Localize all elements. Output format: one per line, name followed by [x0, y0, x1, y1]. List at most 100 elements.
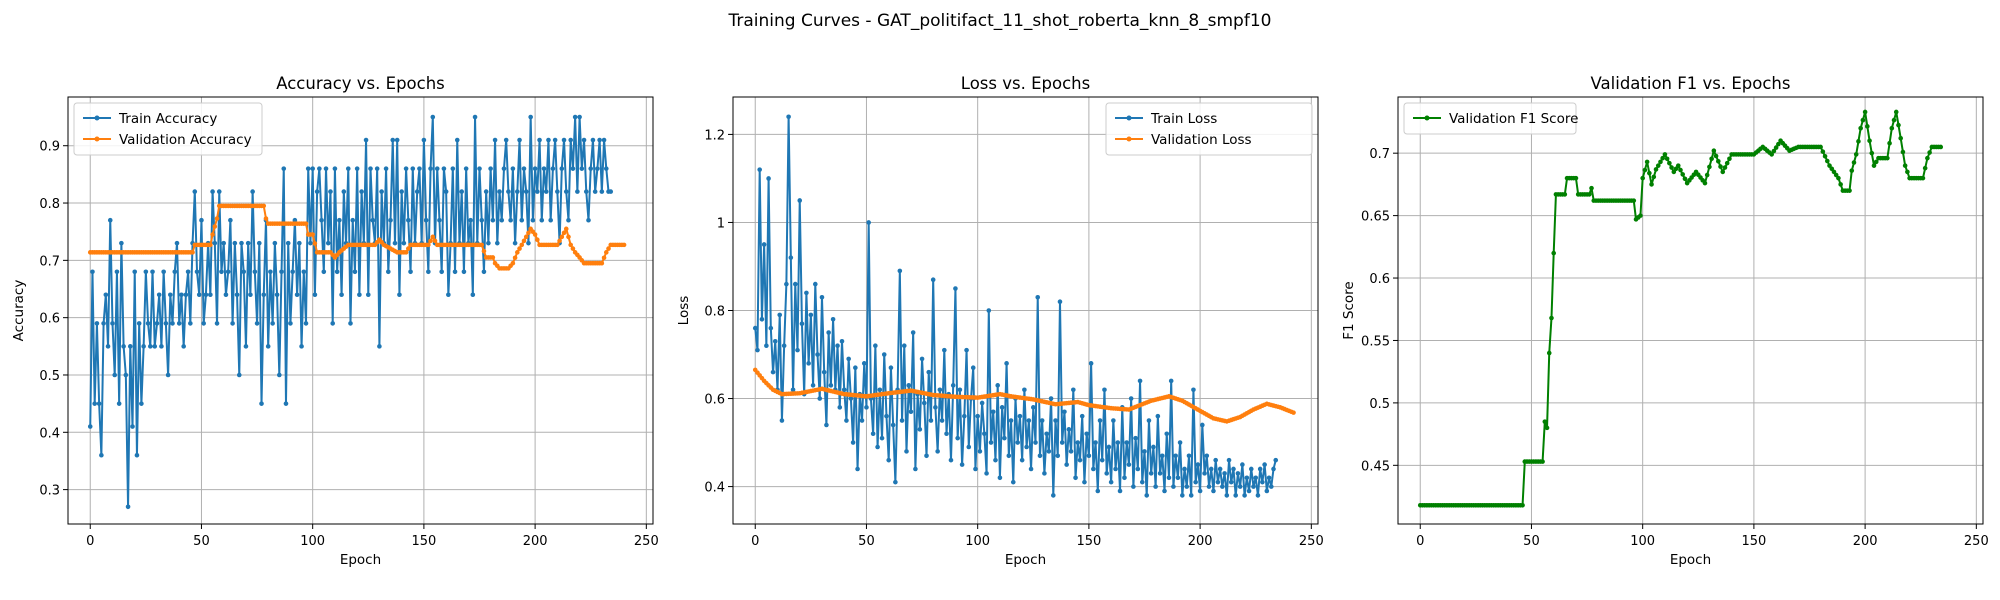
data-point — [125, 504, 131, 510]
data-point — [1093, 440, 1098, 445]
data-point — [1191, 387, 1196, 393]
data-point — [577, 114, 582, 120]
data-point — [354, 166, 360, 171]
data-point — [813, 281, 818, 287]
plot-frame — [1397, 96, 1984, 525]
data-point — [145, 321, 151, 326]
data-point — [1551, 250, 1556, 256]
legend-entry: Validation Loss — [1151, 132, 1252, 148]
data-point — [439, 269, 444, 275]
data-point — [421, 137, 427, 143]
data-point — [572, 114, 578, 120]
data-point — [161, 269, 166, 275]
data-point — [401, 240, 407, 246]
data-point — [148, 344, 153, 349]
data-point — [1042, 471, 1047, 476]
data-point — [130, 424, 135, 429]
data-point — [265, 344, 271, 349]
data-point — [764, 343, 769, 349]
data-point — [285, 240, 291, 246]
data-point — [970, 365, 976, 371]
data-point — [1722, 165, 1728, 170]
data-point — [243, 344, 249, 349]
data-point — [546, 137, 551, 143]
data-point — [1586, 192, 1592, 197]
data-point — [365, 292, 371, 298]
data-point — [1889, 125, 1895, 131]
legend-swatch-marker — [1424, 115, 1430, 121]
data-point — [308, 240, 313, 246]
data-point — [1082, 479, 1087, 485]
data-point — [214, 216, 220, 221]
data-point — [1896, 122, 1901, 128]
data-point — [1126, 462, 1132, 467]
data-point — [1057, 299, 1063, 305]
data-point — [586, 217, 591, 223]
data-point — [1244, 475, 1250, 481]
data-point — [779, 418, 785, 423]
data-point — [519, 217, 525, 223]
data-point — [995, 383, 1000, 388]
data-point — [1885, 155, 1890, 161]
data-point — [1015, 440, 1021, 445]
data-point — [1208, 466, 1214, 472]
data-point — [1075, 440, 1081, 445]
data-point — [190, 250, 195, 255]
legend: Train Loss Validation Loss — [1105, 102, 1313, 156]
data-point — [1035, 294, 1041, 300]
data-point — [1228, 479, 1234, 485]
data-point — [1044, 431, 1049, 437]
data-point — [1257, 466, 1263, 472]
data-point — [517, 246, 522, 251]
data-point — [884, 413, 889, 419]
data-point — [1718, 164, 1723, 169]
data-point — [1246, 488, 1252, 494]
data-point — [430, 114, 436, 120]
data-point — [917, 427, 923, 432]
data-point — [1008, 418, 1014, 423]
data-point — [1938, 144, 1944, 150]
data-point — [1631, 198, 1637, 203]
data-point — [563, 226, 569, 232]
data-point — [953, 286, 958, 291]
data-point — [1162, 488, 1167, 494]
data-point — [399, 189, 404, 194]
x-axis-label: Epoch — [1670, 552, 1711, 568]
data-point — [239, 240, 244, 246]
data-point — [116, 401, 122, 406]
legend-entry: Train Accuracy — [118, 111, 217, 127]
chart-panels: 0 50 100 150 200 2500.30.40.50.60.70.80.9Accu… — [11, 74, 1989, 568]
data-point — [1589, 185, 1594, 191]
data-point — [1925, 155, 1930, 161]
data-point — [423, 217, 429, 223]
data-point — [1546, 350, 1552, 356]
data-point — [1542, 419, 1548, 424]
data-point — [1097, 418, 1103, 423]
data-point — [230, 321, 235, 326]
data-point — [261, 203, 267, 209]
data-point — [212, 240, 218, 246]
data-point — [1133, 435, 1138, 441]
data-point — [1059, 440, 1065, 445]
data-point — [107, 217, 113, 223]
data-point — [1217, 466, 1223, 472]
data-point — [434, 166, 440, 171]
legend-swatch-marker — [1126, 115, 1132, 121]
y-tick-label: 0.7 — [1369, 147, 1390, 162]
data-point — [363, 137, 369, 143]
y-tick-label: 1 — [717, 216, 725, 231]
data-point — [1825, 158, 1830, 164]
data-point — [962, 413, 967, 419]
data-point — [490, 255, 496, 260]
data-point — [1088, 361, 1094, 366]
data-point — [212, 224, 218, 229]
data-point — [192, 189, 198, 194]
data-point — [1053, 418, 1058, 423]
data-point — [861, 361, 867, 366]
figure-suptitle: Training Curves - GAT_politifact_11_shot… — [728, 11, 1272, 31]
data-point — [121, 344, 126, 349]
data-point — [159, 344, 164, 349]
data-point — [1004, 361, 1009, 366]
data-point — [1062, 409, 1067, 415]
x-tick-label: 0 — [1416, 534, 1424, 549]
